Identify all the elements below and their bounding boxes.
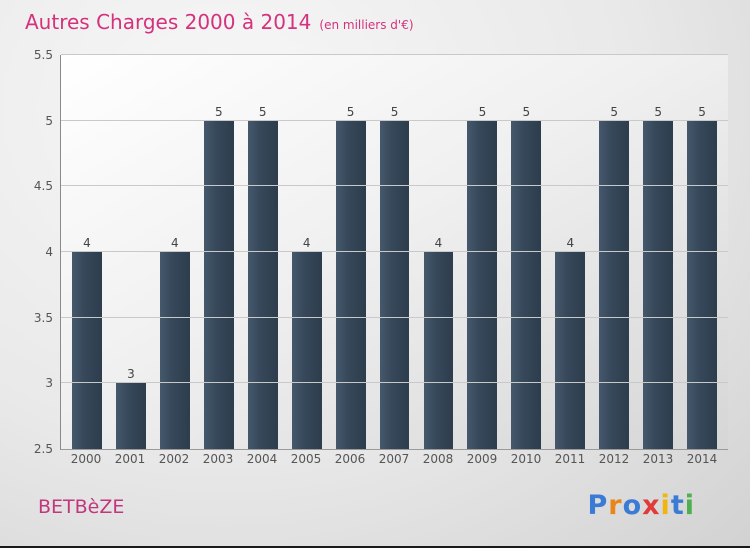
bar-slot: 5 bbox=[460, 55, 504, 449]
bar-value-label: 4 bbox=[434, 236, 443, 250]
bar-value-label: 5 bbox=[390, 104, 399, 119]
logo-letter: P bbox=[587, 490, 609, 521]
x-axis-tick-label: 2013 bbox=[642, 452, 674, 466]
logo-letter: i bbox=[660, 490, 671, 521]
x-axis-labels: 2000 2001 2002 2003 2004 2005 2006 2007 2008 2009… bbox=[60, 452, 728, 466]
bar-slot: 5 bbox=[636, 55, 680, 449]
x-axis-tick-label: 2010 bbox=[510, 452, 542, 466]
bar-2011 bbox=[555, 251, 586, 449]
bar-slot: 4 bbox=[153, 55, 197, 449]
bar-slot: 3 bbox=[109, 55, 153, 449]
bar-value-label: 5 bbox=[654, 104, 662, 119]
bar-value-label: 5 bbox=[698, 104, 706, 119]
x-axis-tick-label: 2001 bbox=[114, 452, 146, 466]
x-axis-tick-label: 2000 bbox=[70, 452, 102, 466]
bar-slot: 5 bbox=[373, 55, 417, 449]
bar-2002 bbox=[159, 251, 190, 449]
proxiti-logo: Proxiti bbox=[587, 490, 695, 521]
y-axis-tick-label: 3.5 bbox=[33, 310, 53, 325]
x-axis-tick-label: 2014 bbox=[686, 452, 718, 466]
bar-2007 bbox=[379, 119, 410, 449]
bar-2013 bbox=[643, 119, 674, 449]
x-axis-tick-label: 2004 bbox=[246, 452, 278, 466]
bar-value-label: 5 bbox=[346, 104, 355, 119]
chart-title: Autres Charges 2000 à 2014 bbox=[25, 10, 312, 34]
chart-subtitle: (en milliers d'€) bbox=[319, 18, 414, 32]
y-axis-tick-label: 5.5 bbox=[33, 48, 53, 62]
y-axis-tick-label: 5 bbox=[45, 113, 53, 128]
y-axis-tick-label: 4.5 bbox=[33, 179, 53, 194]
bar-slot: 5 bbox=[680, 55, 724, 449]
logo-letter: t bbox=[670, 490, 685, 521]
bar-value-label: 5 bbox=[522, 104, 531, 119]
x-axis-tick-label: 2009 bbox=[466, 452, 498, 466]
bar-slot: 5 bbox=[197, 55, 241, 449]
bar-value-label: 4 bbox=[171, 236, 179, 250]
bar-2006 bbox=[335, 119, 366, 449]
gridline bbox=[61, 54, 728, 55]
bar-slot: 4 bbox=[285, 55, 329, 449]
logo-letter: i bbox=[684, 490, 695, 521]
bar-2003 bbox=[203, 119, 234, 449]
bar-2010 bbox=[511, 119, 542, 449]
x-axis-tick-label: 2002 bbox=[158, 452, 190, 466]
x-axis-tick-label: 2007 bbox=[378, 452, 410, 466]
x-axis-tick-label: 2006 bbox=[334, 452, 366, 466]
x-axis-tick-label: 2005 bbox=[290, 452, 322, 466]
bar-slot: 5 bbox=[241, 55, 285, 449]
bar-2001 bbox=[115, 382, 146, 449]
logo-letter: r bbox=[608, 490, 623, 521]
bar-value-label: 5 bbox=[258, 104, 267, 119]
y-axis-tick-label: 4 bbox=[45, 245, 53, 259]
bar-slot: 4 bbox=[65, 55, 109, 449]
bar-value-label: 5 bbox=[214, 104, 223, 119]
bar-2004 bbox=[247, 119, 278, 449]
bar-slot: 5 bbox=[504, 55, 548, 449]
gridline bbox=[61, 185, 728, 187]
bar-2000 bbox=[72, 251, 102, 449]
gridline bbox=[61, 119, 728, 121]
bar-value-label: 5 bbox=[478, 104, 487, 119]
bar-value-label: 4 bbox=[83, 236, 91, 250]
y-axis-tick-label: 3 bbox=[45, 376, 53, 391]
gridline bbox=[61, 251, 728, 252]
company-name: BETBèZE bbox=[38, 496, 125, 518]
bar-value-label: 5 bbox=[610, 104, 619, 119]
x-axis-tick-label: 2003 bbox=[202, 452, 234, 466]
chart-header: Autres Charges 2000 à 2014 (en milliers d… bbox=[25, 10, 414, 34]
bar-slot: 5 bbox=[592, 55, 636, 449]
bar-value-label: 3 bbox=[127, 367, 135, 382]
logo-letter: o bbox=[622, 490, 643, 521]
x-axis-tick-label: 2008 bbox=[422, 452, 454, 466]
x-axis-tick-label: 2012 bbox=[598, 452, 630, 466]
bar-slot: 4 bbox=[548, 55, 592, 449]
x-axis-tick-label: 2011 bbox=[554, 452, 586, 466]
bar-value-label: 4 bbox=[566, 236, 575, 250]
bar-slot: 5 bbox=[329, 55, 373, 449]
bar-2008 bbox=[423, 251, 454, 449]
gridline bbox=[61, 316, 728, 318]
bar-slot: 4 bbox=[417, 55, 461, 449]
bars-container: 4 3 4 5 5 4 5 5 4 5 5 4 5 5 5 bbox=[61, 55, 728, 449]
y-axis-tick-label: 2.5 bbox=[33, 442, 53, 456]
bar-2012 bbox=[599, 119, 630, 449]
logo-letter: x bbox=[642, 490, 661, 521]
bar-chart-plot: 4 3 4 5 5 4 5 5 4 5 5 4 5 5 5 2.5 3 3.5 4 4.5 5 5.5 bbox=[34, 48, 728, 456]
gridline bbox=[61, 382, 728, 384]
bar-2014 bbox=[687, 119, 718, 449]
bar-2009 bbox=[467, 119, 498, 449]
bar-value-label: 4 bbox=[302, 236, 311, 250]
bar-2005 bbox=[291, 251, 322, 449]
